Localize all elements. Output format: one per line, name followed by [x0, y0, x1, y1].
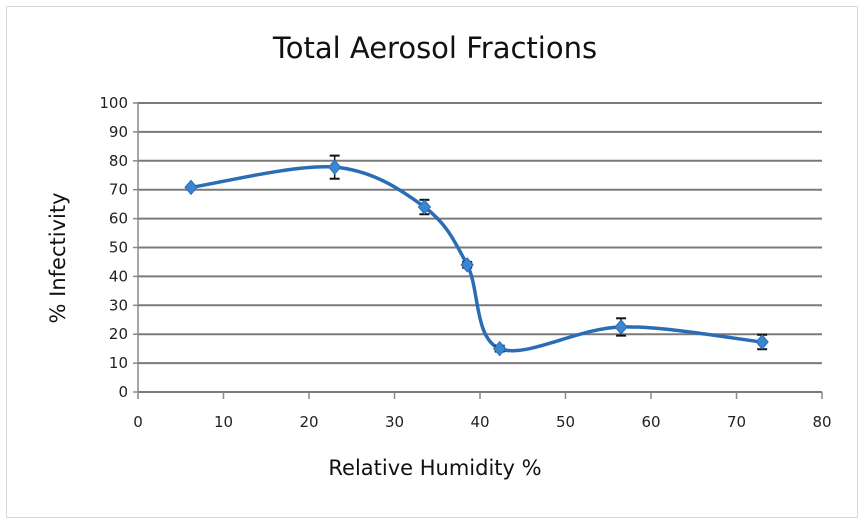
x-tick-label: 40	[470, 413, 489, 431]
y-tick-label: 80	[109, 152, 128, 170]
chart-frame	[6, 6, 858, 518]
x-tick-label: 0	[133, 413, 143, 431]
y-tick-label: 60	[109, 210, 128, 228]
x-tick-label: 20	[299, 413, 318, 431]
data-point	[184, 179, 198, 196]
y-tick-label: 90	[109, 123, 128, 141]
x-tick-label: 60	[641, 413, 660, 431]
x-tick-label: 10	[214, 413, 233, 431]
y-tick-label: 100	[99, 94, 128, 112]
data-point	[417, 199, 432, 215]
x-tick-label: 80	[812, 413, 831, 431]
y-tick-label: 30	[109, 296, 128, 314]
y-tick-label: 0	[118, 383, 128, 401]
chart-title: Total Aerosol Fractions	[272, 31, 597, 65]
y-tick-label: 70	[109, 181, 128, 199]
data-point	[327, 159, 342, 175]
x-axis-label: Relative Humidity %	[328, 456, 541, 480]
y-tick-label: 20	[109, 325, 128, 343]
y-tick-label: 50	[109, 239, 128, 257]
y-tick-label: 40	[109, 267, 128, 285]
data-point	[755, 334, 769, 350]
data-point	[460, 257, 474, 273]
y-axis-label: % Infectivity	[46, 193, 70, 324]
x-tick-label: 70	[727, 413, 746, 431]
series-line	[190, 165, 763, 353]
data-point	[614, 319, 628, 335]
x-tick-label: 50	[556, 413, 575, 431]
x-tick-label: 30	[385, 413, 404, 431]
y-tick-label: 10	[109, 354, 128, 372]
data-point	[493, 340, 507, 357]
